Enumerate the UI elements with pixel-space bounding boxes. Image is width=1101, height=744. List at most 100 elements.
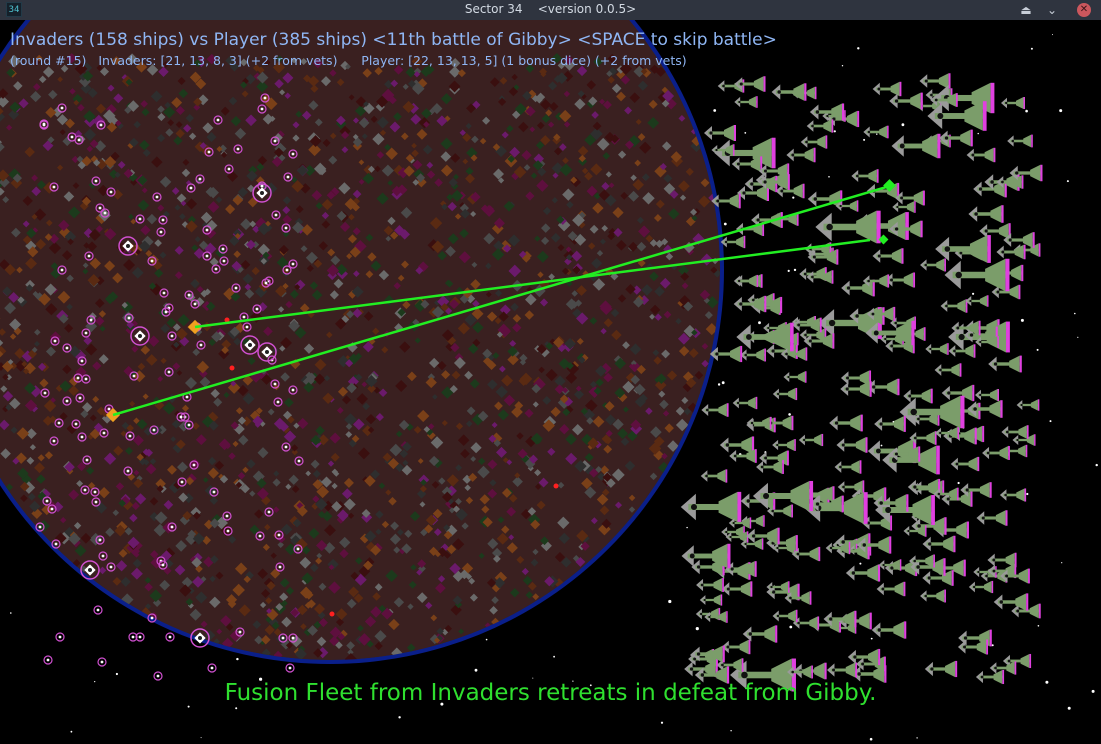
player-ship — [806, 119, 834, 133]
player-ship — [837, 480, 865, 494]
invader-ship-marker — [43, 655, 53, 665]
invader-ship-marker — [90, 487, 100, 497]
player-ship — [841, 279, 875, 297]
invader-ship-marker — [77, 356, 87, 366]
close-icon[interactable]: ✕ — [1077, 3, 1091, 17]
player-ship — [772, 609, 798, 623]
player-ship — [733, 295, 767, 313]
player-ship — [694, 666, 730, 684]
battle-message: Fusion Fleet from Invaders retreats in d… — [224, 680, 877, 706]
invader-ship-marker — [81, 328, 91, 338]
player-ship — [891, 133, 941, 159]
star — [859, 562, 862, 565]
star — [1026, 492, 1029, 496]
player-ship — [807, 190, 843, 208]
player-ship — [966, 147, 996, 163]
player-ship — [922, 535, 956, 553]
battlefield[interactable] — [0, 20, 1101, 744]
star — [721, 381, 725, 385]
invader-ship-marker — [288, 385, 298, 395]
invader-ship-marker — [82, 455, 92, 465]
player-ship — [924, 660, 958, 678]
star — [730, 730, 732, 732]
star — [686, 526, 688, 529]
player-ship — [943, 427, 977, 445]
invader-ship-marker — [257, 342, 277, 362]
player-ship — [872, 248, 904, 264]
invader-ship-marker — [218, 244, 228, 254]
player-ship — [1000, 568, 1030, 584]
invader-ship-marker — [288, 633, 298, 643]
invader-ship-marker — [153, 671, 163, 681]
invader-ship-marker — [47, 504, 57, 514]
invader-ship-marker — [86, 315, 96, 325]
player-ship — [815, 210, 881, 244]
player-ship — [730, 658, 796, 692]
invader-ship-marker — [164, 367, 174, 377]
invader-ship-marker — [233, 144, 243, 154]
player-ship — [742, 625, 778, 643]
player-ship — [920, 258, 946, 272]
player-ship — [975, 669, 1005, 685]
eject-icon[interactable]: ⏏ — [1020, 3, 1032, 17]
window-titlebar[interactable]: 34 Sector 34 <version 0.0.5> ⏏ ⌄ ✕ — [0, 0, 1101, 20]
star — [1049, 420, 1052, 423]
player-ship — [728, 517, 752, 529]
game-viewport[interactable]: Invaders (158 ships) vs Player (385 ship… — [0, 20, 1101, 744]
player-ship — [1016, 399, 1040, 411]
player-ship — [766, 581, 790, 593]
player-ship — [759, 450, 789, 466]
player-ship — [1001, 425, 1029, 439]
star — [10, 612, 12, 614]
player-ship — [944, 258, 1010, 292]
player-ship — [989, 661, 1017, 675]
invader-ship-marker — [231, 283, 241, 293]
player-ship — [939, 129, 973, 147]
chevron-down-icon[interactable]: ⌄ — [1046, 3, 1058, 17]
invader-ship-marker — [275, 562, 285, 572]
star — [744, 132, 747, 134]
planet-surface — [0, 20, 720, 660]
invader-ship-marker — [93, 605, 103, 615]
player-ship — [889, 446, 921, 462]
invader-ship-marker — [96, 120, 106, 130]
invader-ship-marker — [281, 442, 291, 452]
hit-spark — [553, 483, 559, 489]
player-ship — [840, 381, 872, 397]
invader-ship-marker — [123, 466, 133, 476]
player-ship — [889, 220, 923, 238]
player-ship — [920, 589, 946, 603]
invader-ship-marker — [165, 632, 175, 642]
player-ship — [862, 274, 890, 288]
player-ship — [851, 169, 879, 183]
player-ship — [933, 487, 959, 501]
invader-ship-marker — [35, 522, 45, 532]
star — [553, 655, 555, 658]
invader-ship-marker — [270, 379, 280, 389]
player-ship — [976, 510, 1008, 526]
star — [1045, 680, 1049, 684]
invader-ship-marker — [74, 135, 84, 145]
star — [713, 109, 717, 112]
star — [668, 599, 672, 604]
player-ship — [991, 284, 1021, 300]
invader-ship-marker — [49, 436, 59, 446]
star — [1037, 625, 1040, 627]
player-ship — [899, 395, 965, 429]
player-ship — [772, 387, 798, 401]
player-ship — [1009, 164, 1043, 182]
invader-ship-marker — [261, 278, 271, 288]
player-ship — [780, 347, 808, 361]
star — [440, 702, 444, 706]
invader-ship-marker — [125, 431, 135, 441]
player-ship — [758, 174, 790, 190]
player-ship — [892, 201, 916, 213]
star — [991, 644, 994, 647]
player-ship — [919, 73, 951, 89]
player-ship — [993, 593, 1029, 611]
invader-ship-marker — [278, 633, 288, 643]
player-ship — [909, 554, 935, 568]
player-ship — [787, 665, 813, 679]
invader-ship-marker — [77, 432, 87, 442]
invader-ship-marker — [222, 511, 232, 521]
